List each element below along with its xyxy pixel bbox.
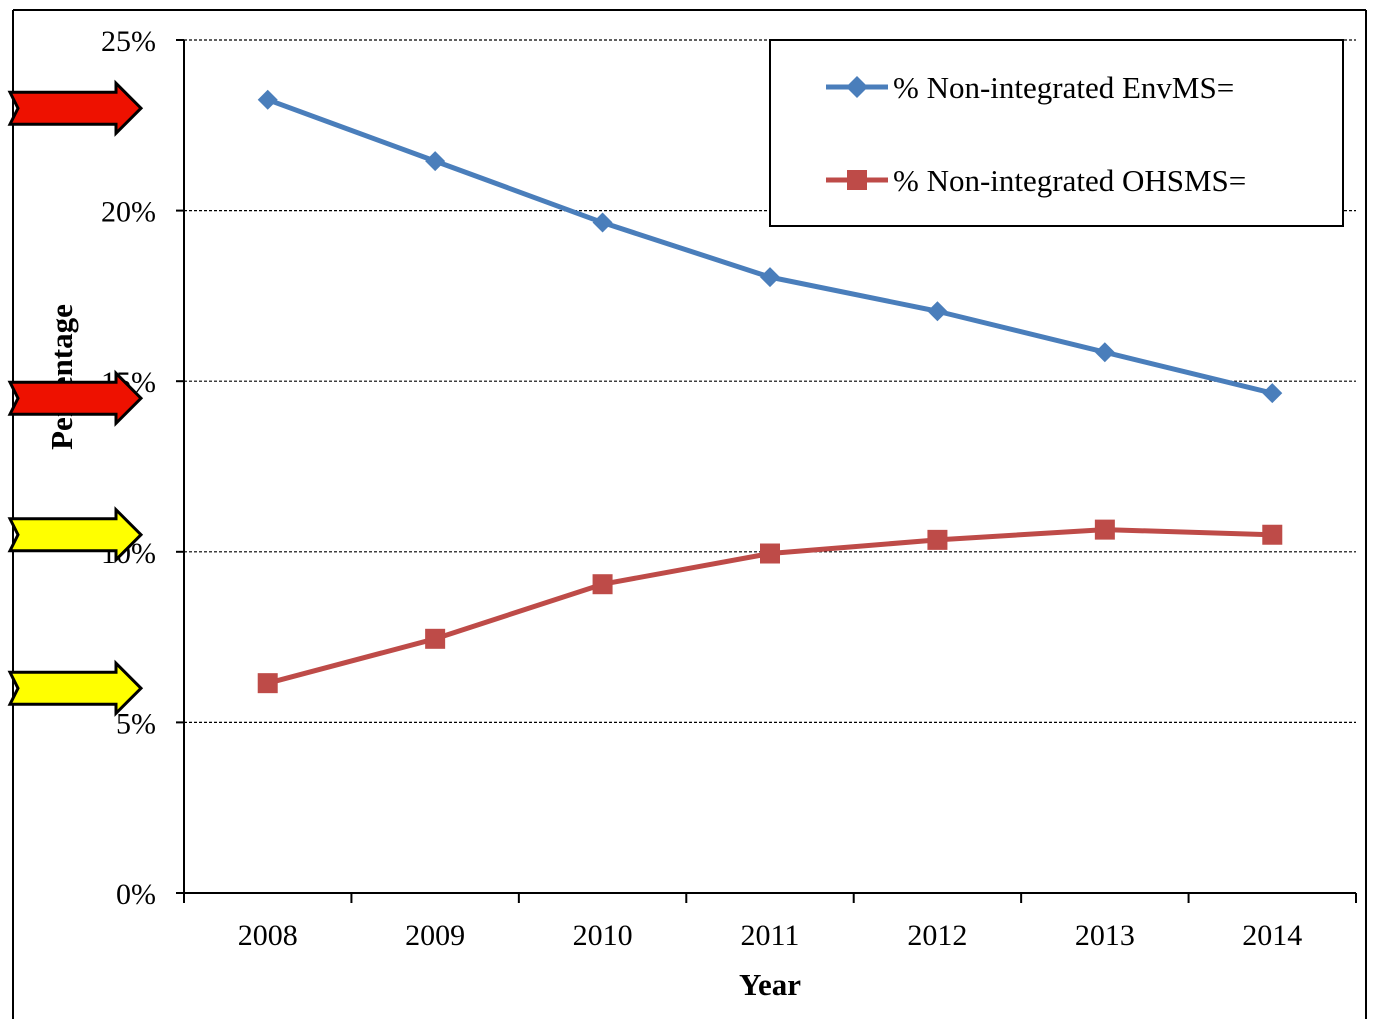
data-point-envms (760, 267, 780, 288)
data-point-envms (1094, 342, 1115, 363)
legend: % Non-integrated EnvMS= % Non-integrated… (769, 39, 1344, 227)
y-tick-label: 5% (116, 707, 156, 740)
data-point-ohsms (425, 628, 446, 649)
data-point-envms (425, 151, 446, 172)
legend-box (769, 39, 1344, 227)
x-tick-label: 2010 (573, 919, 633, 952)
yellow-arrow (7, 659, 144, 717)
data-point-ohsms (1262, 524, 1283, 545)
x-tick-label: 2008 (238, 919, 298, 952)
legend-marker-envms (846, 76, 868, 98)
data-point-envms (927, 301, 948, 322)
annotations (7, 79, 144, 717)
y-tick-label: 20% (101, 196, 156, 229)
y-tick-label: 25% (101, 25, 156, 58)
legend-marker-ohsms (847, 170, 867, 190)
x-tick-label: 2009 (405, 919, 465, 952)
data-point-ohsms (760, 543, 780, 564)
red-arrow (7, 369, 144, 427)
data-point-ohsms (927, 529, 948, 550)
y-axis-title: Percentage (44, 304, 79, 450)
data-point-envms (257, 89, 278, 110)
data-point-envms (592, 212, 613, 233)
x-tick-label: 2013 (1075, 919, 1135, 952)
data-point-envms (1262, 383, 1283, 404)
legend-label-ohsms: % Non-integrated OHSMS= (893, 163, 1246, 198)
legend-label-envms: % Non-integrated EnvMS= (893, 70, 1234, 105)
x-tick-label: 2014 (1242, 919, 1302, 952)
x-tick-label: 2011 (741, 919, 800, 952)
data-point-ohsms (592, 574, 613, 595)
data-point-ohsms (1094, 519, 1115, 540)
x-tick-label: 2012 (907, 919, 967, 952)
series (257, 89, 1283, 694)
red-arrow (7, 79, 144, 137)
x-axis-title: Year (739, 967, 801, 1002)
yellow-arrow (7, 506, 144, 564)
data-point-ohsms (257, 673, 278, 694)
y-tick-label: 0% (116, 878, 156, 911)
